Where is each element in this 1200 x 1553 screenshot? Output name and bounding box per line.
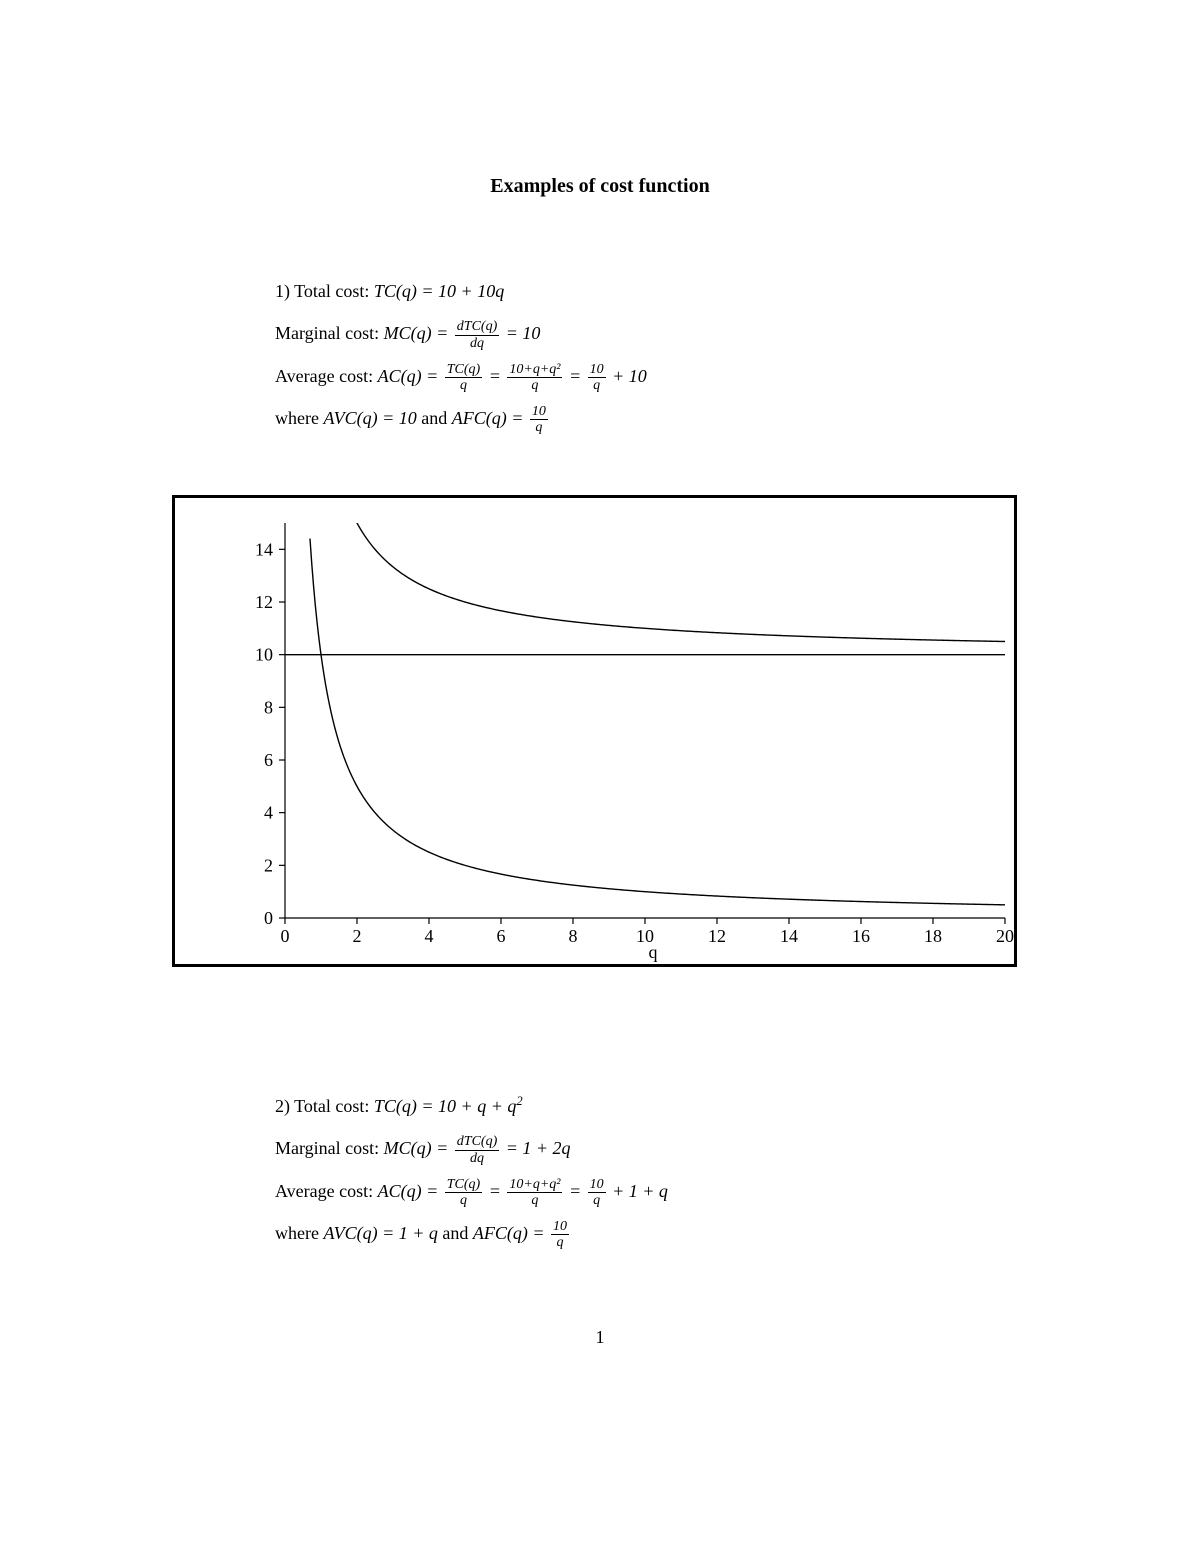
denominator: q xyxy=(551,1235,569,1250)
math-expr: MC(q) = xyxy=(384,323,453,343)
svg-text:2: 2 xyxy=(353,926,362,946)
numerator: 10 xyxy=(588,362,606,378)
fraction: 10+q+q² q xyxy=(505,1177,564,1209)
numerator: 10+q+q² xyxy=(507,362,562,378)
fraction: TC(q) q xyxy=(443,1177,484,1209)
svg-text:14: 14 xyxy=(780,926,798,946)
math-expr: AVC(q) = 1 + q xyxy=(323,1223,437,1243)
svg-text:12: 12 xyxy=(255,592,273,612)
example-1-line-1: 1) Total cost: TC(q) = 10 + 10q xyxy=(275,270,647,312)
svg-text:q: q xyxy=(649,942,658,962)
denominator: q xyxy=(445,1193,482,1208)
svg-text:16: 16 xyxy=(852,926,870,946)
math-expr: = xyxy=(569,366,586,386)
svg-text:12: 12 xyxy=(708,926,726,946)
numerator: TC(q) xyxy=(445,362,482,378)
text: 1) Total cost: xyxy=(275,281,374,301)
fraction: 10 q xyxy=(586,1177,608,1209)
svg-text:6: 6 xyxy=(264,750,273,770)
numerator: 10 xyxy=(588,1177,606,1193)
svg-text:4: 4 xyxy=(264,803,273,823)
numerator: 10 xyxy=(551,1219,569,1235)
svg-text:8: 8 xyxy=(569,926,578,946)
fraction: 10 q xyxy=(586,362,608,394)
fraction: 10+q+q² q xyxy=(505,362,564,394)
denominator: q xyxy=(588,1193,606,1208)
numerator: dTC(q) xyxy=(455,319,499,335)
svg-text:4: 4 xyxy=(425,926,434,946)
text: and xyxy=(421,408,452,428)
numerator: 10 xyxy=(530,404,548,420)
cost-chart-frame: 02468101214161820q02468101214 xyxy=(172,495,1017,967)
svg-text:0: 0 xyxy=(281,926,290,946)
math-expr: AC(q) = xyxy=(378,366,443,386)
example-1-line-4: where AVC(q) = 10 and AFC(q) = 10 q xyxy=(275,397,647,439)
denominator: q xyxy=(507,378,562,393)
page-number: 1 xyxy=(0,1327,1200,1348)
math-expr: MC(q) = xyxy=(384,1138,453,1158)
denominator: q xyxy=(588,378,606,393)
text: Marginal cost: xyxy=(275,1138,384,1158)
math-expr: AC(q) = xyxy=(378,1181,443,1201)
denominator: q xyxy=(530,420,548,435)
numerator: dTC(q) xyxy=(455,1134,499,1150)
math-expr: + 10 xyxy=(612,366,647,386)
math-expr: AFC(q) = xyxy=(473,1223,549,1243)
example-2-block: 2) Total cost: TC(q) = 10 + q + q2 Margi… xyxy=(275,1085,668,1254)
math-expr: = 1 + 2q xyxy=(506,1138,571,1158)
text: where xyxy=(275,408,323,428)
text: and xyxy=(442,1223,473,1243)
text: Average cost: xyxy=(275,366,378,386)
fraction: 10 q xyxy=(528,404,550,436)
example-2-line-2: Marginal cost: MC(q) = dTC(q) dq = 1 + 2… xyxy=(275,1127,668,1169)
numerator: TC(q) xyxy=(445,1177,482,1193)
expr-text: TC(q) = 10 + q + q xyxy=(374,1096,516,1116)
example-1-block: 1) Total cost: TC(q) = 10 + 10q Marginal… xyxy=(275,270,647,439)
math-expr: = xyxy=(569,1181,586,1201)
svg-text:2: 2 xyxy=(264,855,273,875)
text: where xyxy=(275,1223,323,1243)
page: Examples of cost function 1) Total cost:… xyxy=(0,0,1200,1553)
math-expr: = xyxy=(489,366,506,386)
svg-text:0: 0 xyxy=(264,908,273,928)
math-expr: AVC(q) = 10 xyxy=(323,408,416,428)
text: 2) Total cost: xyxy=(275,1096,374,1116)
fraction: 10 q xyxy=(549,1219,571,1251)
fraction: TC(q) q xyxy=(443,362,484,394)
example-1-line-2: Marginal cost: MC(q) = dTC(q) dq = 10 xyxy=(275,312,647,354)
fraction: dTC(q) dq xyxy=(453,1134,501,1166)
example-1-line-3: Average cost: AC(q) = TC(q) q = 10+q+q² … xyxy=(275,355,647,397)
math-expr: + 1 + q xyxy=(612,1181,668,1201)
denominator: q xyxy=(507,1193,562,1208)
math-expr: AFC(q) = xyxy=(452,408,528,428)
numerator: 10+q+q² xyxy=(507,1177,562,1193)
superscript: 2 xyxy=(516,1094,522,1108)
svg-text:8: 8 xyxy=(264,697,273,717)
example-2-line-4: where AVC(q) = 1 + q and AFC(q) = 10 q xyxy=(275,1212,668,1254)
svg-text:20: 20 xyxy=(996,926,1014,946)
example-2-line-3: Average cost: AC(q) = TC(q) q = 10+q+q² … xyxy=(275,1170,668,1212)
cost-chart: 02468101214161820q02468101214 xyxy=(175,498,1014,964)
math-expr: TC(q) = 10 + q + q2 xyxy=(374,1096,523,1116)
page-title: Examples of cost function xyxy=(0,175,1200,198)
svg-text:14: 14 xyxy=(255,539,273,559)
text: Average cost: xyxy=(275,1181,378,1201)
fraction: dTC(q) dq xyxy=(453,319,501,351)
math-expr: TC(q) = 10 + 10q xyxy=(374,281,504,301)
math-expr: = 10 xyxy=(506,323,541,343)
svg-text:18: 18 xyxy=(924,926,942,946)
math-expr: = xyxy=(489,1181,506,1201)
svg-text:6: 6 xyxy=(497,926,506,946)
svg-text:10: 10 xyxy=(255,645,273,665)
denominator: q xyxy=(445,378,482,393)
denominator: dq xyxy=(455,336,499,351)
example-2-line-1: 2) Total cost: TC(q) = 10 + q + q2 xyxy=(275,1085,668,1127)
text: Marginal cost: xyxy=(275,323,384,343)
denominator: dq xyxy=(455,1151,499,1166)
